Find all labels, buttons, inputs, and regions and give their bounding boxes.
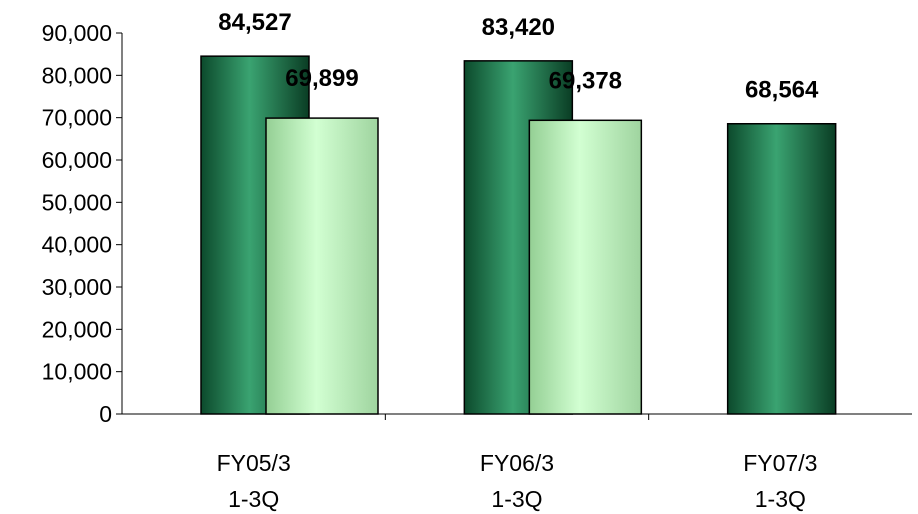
- y-tick-label: 50,000: [42, 189, 112, 215]
- x-category-label: 1-3Q: [228, 486, 279, 512]
- y-tick-label: 0: [99, 401, 112, 427]
- y-tick-label: 10,000: [42, 359, 112, 385]
- x-category-label: FY07/3: [743, 450, 817, 476]
- data-label: 83,420: [482, 14, 555, 41]
- y-tick-label: 20,000: [42, 316, 112, 342]
- y-tick-label: 70,000: [42, 105, 112, 131]
- x-category-label: FY05/3: [217, 450, 291, 476]
- plot-area: 0 10,000 20,000 30,000 40,000 50,000 60,000 70,…: [42, 9, 912, 512]
- y-tick-label: 90,000: [42, 20, 112, 46]
- y-tick-label: 30,000: [42, 274, 112, 300]
- bar: [726, 122, 837, 415]
- x-category-label: 1-3Q: [755, 486, 806, 512]
- x-category-label: 1-3Q: [491, 486, 542, 512]
- y-tick-label: 40,000: [42, 232, 112, 258]
- data-label: 69,378: [549, 67, 622, 94]
- x-category-label: FY06/3: [480, 450, 554, 476]
- bar: [265, 117, 379, 415]
- y-tick-label: 60,000: [42, 147, 112, 173]
- bar: [528, 119, 643, 415]
- y-tick-label: 80,000: [42, 62, 112, 88]
- data-label: 84,527: [218, 9, 291, 36]
- data-label: 68,564: [745, 77, 819, 104]
- data-label: 69,899: [285, 65, 358, 92]
